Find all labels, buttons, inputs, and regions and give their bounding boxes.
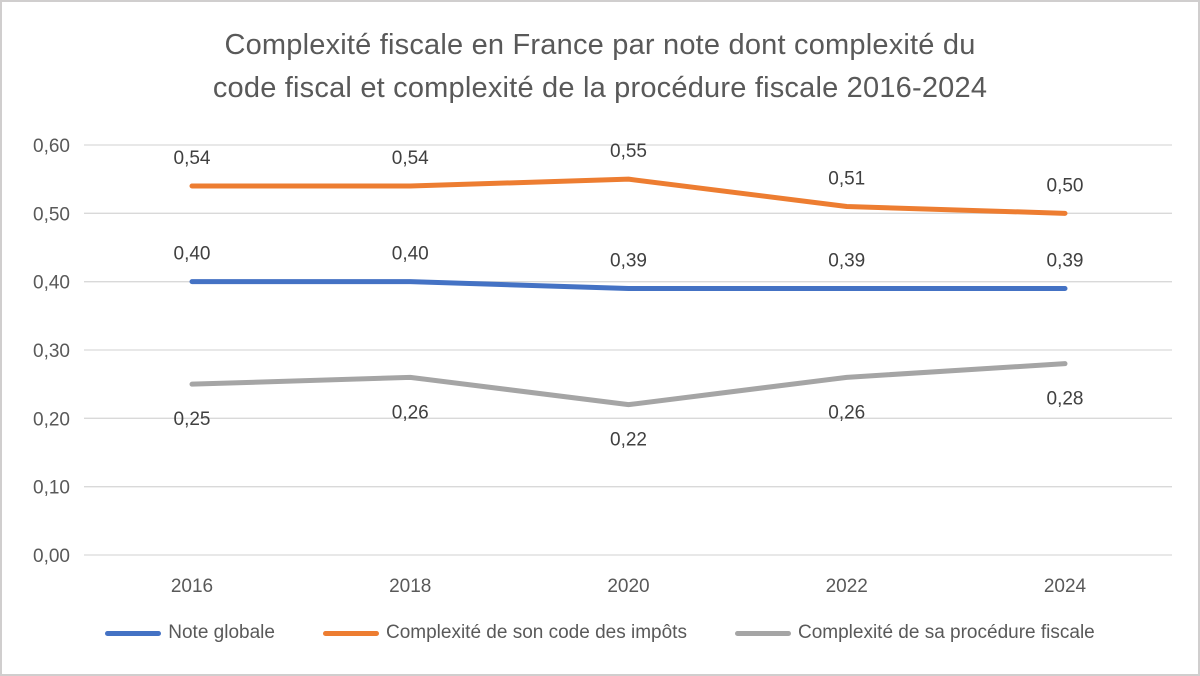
data-label-series-0: 0,39 — [1047, 251, 1084, 272]
data-label-series-0: 0,39 — [610, 251, 647, 272]
x-axis-tick-label: 2020 — [607, 576, 649, 597]
data-label-series-1: 0,54 — [174, 148, 211, 169]
y-axis-tick-label: 0,40 — [33, 273, 70, 294]
chart-title: Complexité fiscale en France par note do… — [2, 24, 1198, 110]
data-label-series-0: 0,40 — [392, 244, 429, 265]
x-axis-tick-label: 2016 — [171, 576, 213, 597]
legend-item-note-globale: Note globale — [105, 622, 275, 644]
y-axis-tick-label: 0,60 — [33, 136, 70, 157]
data-label-series-1: 0,54 — [392, 148, 429, 169]
legend-label-procedure-fiscale: Complexité de sa procédure fiscale — [797, 622, 1095, 643]
y-axis-tick-label: 0,00 — [33, 546, 70, 567]
legend-item-procedure-fiscale: Complexité de sa procédure fiscale — [734, 622, 1095, 644]
series-line-2 — [189, 361, 1068, 408]
data-label-series-2: 0,26 — [828, 402, 865, 423]
chart-title-line-1: Complexité fiscale en France par note do… — [224, 29, 976, 61]
series-line-1 — [189, 176, 1068, 216]
data-label-series-1: 0,51 — [828, 169, 865, 190]
x-axis-tick-label: 2024 — [1044, 576, 1087, 597]
x-axis-tick-label: 2018 — [389, 576, 431, 597]
chart-legend: Note globale Complexité de son code des … — [2, 622, 1198, 644]
data-label-series-1: 0,55 — [610, 141, 647, 162]
data-label-series-0: 0,40 — [174, 244, 211, 265]
legend-swatch-note-globale — [105, 630, 162, 636]
data-label-series-0: 0,39 — [828, 251, 865, 272]
y-axis-tick-label: 0,30 — [33, 341, 70, 362]
legend-label-code-des-impots: Complexité de son code des impôts — [385, 622, 687, 643]
y-axis-tick-label: 0,50 — [33, 204, 70, 225]
legend-swatch-procedure-fiscale — [734, 630, 791, 636]
data-label-series-2: 0,25 — [174, 409, 211, 430]
legend-item-code-des-impots: Complexité de son code des impôts — [322, 622, 687, 644]
chart-title-line-2: code fiscal et complexité de la procédur… — [212, 72, 988, 104]
legend-swatch-code-des-impots — [322, 630, 379, 636]
data-label-series-2: 0,22 — [610, 430, 647, 451]
series-line-0 — [189, 279, 1068, 291]
y-axis-tick-label: 0,10 — [33, 478, 70, 499]
line-chart-plot-area: 0,00 0,10 0,20 0,30 0,40 0,50 0,60 2016 2018 2020… — [33, 136, 1172, 597]
data-label-series-1: 0,50 — [1047, 175, 1084, 196]
x-axis-tick-label: 2022 — [826, 576, 868, 597]
data-label-series-2: 0,28 — [1047, 389, 1084, 410]
legend-label-note-globale: Note globale — [168, 622, 275, 643]
data-label-series-2: 0,26 — [392, 402, 429, 423]
y-axis-tick-label: 0,20 — [33, 409, 70, 430]
